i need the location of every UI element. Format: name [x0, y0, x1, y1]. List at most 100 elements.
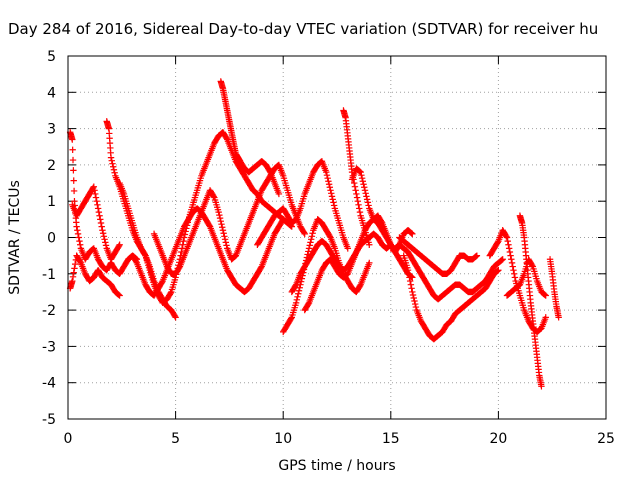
data-point [308, 233, 316, 240]
data-point [360, 181, 367, 188]
data-point [328, 190, 335, 197]
data-point [96, 212, 103, 219]
data-point [363, 196, 371, 203]
data-point [511, 274, 519, 281]
data-point [94, 201, 101, 209]
data-point [295, 287, 303, 294]
series-arc-21 [546, 256, 562, 321]
y-tick-label: -4 [42, 376, 56, 392]
data-point [218, 220, 225, 228]
data-point [280, 216, 287, 223]
data-point [358, 171, 365, 179]
data-point [216, 211, 223, 219]
x-tick-labels: 0 5 10 15 20 25 [64, 431, 615, 447]
data-point [108, 157, 115, 164]
x-axis-label: GPS time / hours [278, 458, 395, 474]
data-point [408, 285, 415, 292]
data-point [356, 167, 363, 175]
data-point [172, 314, 179, 321]
series-arc-3 [69, 183, 123, 263]
data-point [97, 219, 105, 227]
data-point [305, 248, 312, 255]
data-point [100, 233, 108, 240]
data-point [221, 233, 228, 240]
data-point [353, 194, 361, 201]
series-arc-9 [254, 158, 351, 252]
data-point [503, 234, 511, 241]
data-point [406, 274, 413, 281]
data-point [70, 269, 77, 276]
data-point [365, 202, 372, 209]
data-point [69, 273, 77, 281]
data-point [328, 193, 336, 200]
data-point [293, 296, 301, 304]
data-point [356, 168, 364, 175]
data-point [94, 205, 102, 212]
y-tick-label: 0 [47, 231, 56, 247]
data-point [409, 230, 416, 238]
data-point [275, 190, 283, 198]
series-arc-8 [217, 78, 283, 198]
data-point [363, 193, 370, 200]
data-point [217, 217, 224, 225]
data-point [325, 181, 333, 188]
data-point [510, 270, 518, 277]
data-point [115, 291, 122, 298]
data-point [356, 282, 364, 290]
data-point [216, 214, 224, 222]
data-point [222, 239, 230, 246]
data-point [351, 183, 359, 190]
data-point [305, 300, 312, 308]
data-point [210, 193, 217, 200]
data-point [472, 253, 479, 261]
data-point [171, 312, 179, 320]
data-point [305, 245, 313, 252]
data-point [70, 187, 78, 195]
data-point [69, 146, 76, 153]
data-point [97, 216, 104, 223]
data-point [307, 236, 315, 243]
data-point [221, 236, 229, 243]
data-point [95, 208, 103, 216]
data-point [354, 198, 362, 205]
data-point [175, 264, 183, 271]
data-point [472, 253, 480, 260]
x-tick-label: 0 [64, 431, 73, 447]
data-point [406, 277, 414, 285]
data-point [287, 315, 295, 322]
data-point [99, 230, 107, 237]
y-tick-label: 1 [47, 194, 56, 210]
data-point [179, 241, 186, 248]
series-arc-12 [301, 216, 416, 314]
data-point [411, 300, 419, 308]
data-point [355, 201, 362, 209]
data-point [353, 190, 360, 198]
data-point [92, 190, 99, 198]
series-arc-20 [516, 212, 545, 390]
data-point [76, 258, 84, 265]
data-point [141, 251, 148, 258]
x-tick-label: 5 [171, 431, 180, 447]
data-point [407, 281, 415, 288]
data-point [325, 178, 332, 185]
data-point [494, 267, 501, 274]
data-point [493, 268, 501, 275]
data-point [541, 291, 548, 298]
series-arc-2 [66, 252, 123, 299]
series-arc-15 [400, 252, 502, 343]
data-point [71, 265, 78, 272]
data-point [292, 299, 300, 307]
data-point [309, 230, 316, 237]
series-arc-6 [129, 205, 287, 299]
data-point [505, 245, 513, 252]
data-point [206, 222, 213, 229]
data-point [70, 177, 77, 184]
data-point [366, 259, 373, 267]
data-point [351, 179, 358, 187]
data-point [362, 190, 369, 197]
data-point [326, 184, 334, 191]
data-point [344, 245, 351, 252]
data-point [107, 154, 115, 161]
data-point [378, 218, 385, 225]
